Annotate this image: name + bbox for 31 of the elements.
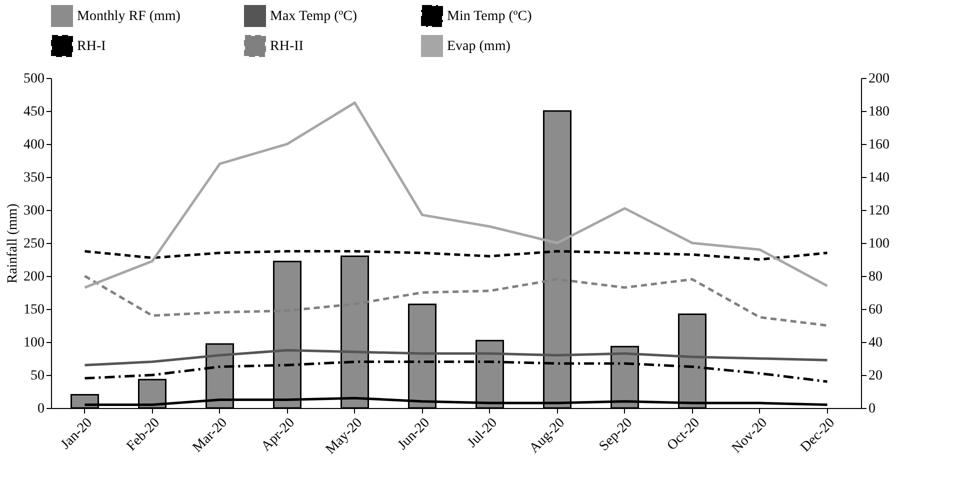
y2-tick-label: 20 bbox=[868, 368, 882, 384]
legend-label: Evap (mm) bbox=[447, 39, 511, 54]
legend-label: Max Temp (ºC) bbox=[270, 9, 358, 24]
y-tick-label: 450 bbox=[24, 104, 44, 120]
line-series bbox=[84, 349, 828, 366]
y-tick-label: 500 bbox=[24, 72, 44, 86]
y2-tick-label: 60 bbox=[868, 302, 882, 318]
y2-tick-label: 200 bbox=[868, 72, 890, 86]
y-tick-label: 0 bbox=[38, 402, 44, 416]
y-tick-label: 150 bbox=[24, 302, 44, 318]
line-series bbox=[84, 102, 828, 289]
y2-tick-label: 0 bbox=[868, 402, 876, 416]
y-tick-label: 350 bbox=[24, 170, 44, 186]
y2-tick-label: 40 bbox=[868, 336, 882, 350]
legend-label: RH-I bbox=[77, 39, 106, 54]
legend-label: Monthly RF (mm) bbox=[77, 9, 181, 24]
y-tick-label: 50 bbox=[30, 368, 44, 384]
y-axis-title: Rainfall (mm) bbox=[6, 203, 20, 284]
y2-tick-label: 180 bbox=[868, 104, 890, 120]
y2-tick-label: 140 bbox=[868, 170, 890, 186]
y2-tick-label: 120 bbox=[868, 204, 890, 218]
y-tick-label: 200 bbox=[24, 270, 44, 284]
y2-tick-label: 100 bbox=[868, 236, 890, 252]
legend-label: Min Temp (ºC) bbox=[447, 9, 532, 24]
y2-tick-label: 160 bbox=[868, 138, 890, 152]
y-tick-label: 250 bbox=[24, 236, 44, 252]
legend-label: RH-II bbox=[270, 39, 304, 54]
y-tick-label: 100 bbox=[24, 336, 44, 350]
y-tick-label: 300 bbox=[24, 204, 44, 218]
y2-tick-label: 80 bbox=[868, 270, 882, 284]
y-tick-label: 400 bbox=[24, 138, 44, 152]
